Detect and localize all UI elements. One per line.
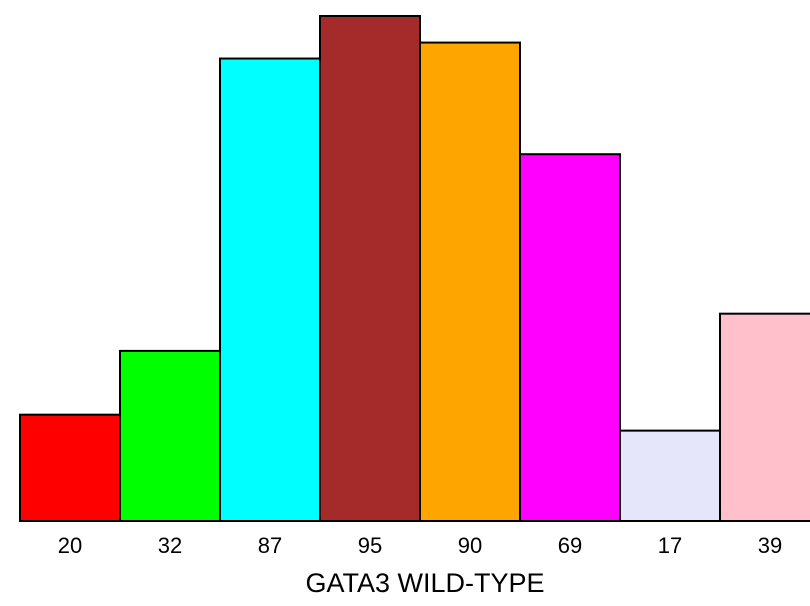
bar-87: [219, 57, 321, 523]
bar-20: [19, 413, 121, 522]
bar-17: [619, 429, 721, 523]
tick-labels-layer: 20 32 87 95 90 69 17 39: [58, 533, 782, 558]
bar-95: [319, 15, 421, 522]
bar-32: [119, 349, 221, 523]
x-tick-label: 87: [258, 533, 282, 558]
x-tick-label: 20: [58, 533, 82, 558]
bar-39: [719, 312, 810, 522]
x-tick-label: 69: [558, 533, 582, 558]
x-tick-label: 17: [658, 533, 682, 558]
x-tick-label: 90: [458, 533, 482, 558]
x-tick-label: 32: [158, 533, 182, 558]
x-tick-label: 95: [358, 533, 382, 558]
x-axis-title: GATA3 WILD-TYPE: [305, 568, 544, 598]
x-tick-label: 39: [758, 533, 782, 558]
bar-90: [419, 41, 521, 522]
bar-69: [519, 153, 621, 522]
bars-layer: [19, 15, 810, 523]
